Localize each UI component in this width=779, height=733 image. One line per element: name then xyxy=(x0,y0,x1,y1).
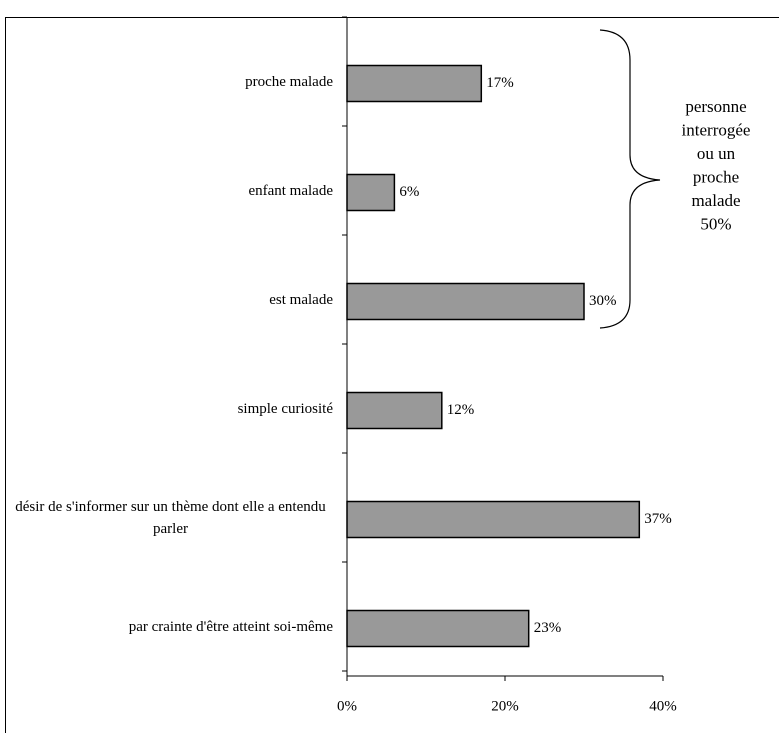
annotation-line: malade xyxy=(691,191,740,210)
category-label: enfant malade xyxy=(248,182,333,199)
annotation-line: 50% xyxy=(700,214,731,233)
bar xyxy=(346,500,641,539)
category-label: désir de s'informer sur un thème dont el… xyxy=(15,498,326,537)
category-label: par crainte d'être atteint soi-même xyxy=(128,618,333,635)
value-label: 37% xyxy=(644,511,672,527)
bar xyxy=(346,282,585,321)
bar xyxy=(346,609,530,648)
bar xyxy=(346,391,443,430)
value-label: 23% xyxy=(534,620,562,636)
x-tick-label: 0% xyxy=(337,698,357,714)
value-label: 12% xyxy=(447,402,475,418)
category-label: est malade xyxy=(269,291,333,308)
category-label: proche malade xyxy=(245,73,333,90)
annotation-line: proche xyxy=(693,167,739,186)
annotation-line: ou un xyxy=(697,144,736,163)
brace xyxy=(599,29,661,329)
category-label: simple curiosité xyxy=(237,400,333,417)
frame xyxy=(5,17,779,733)
value-label: 30% xyxy=(589,293,617,309)
x-tick-label: 20% xyxy=(491,698,519,714)
annotation-line: personne xyxy=(685,97,746,116)
annotation-line: interrogée xyxy=(682,120,751,139)
bar xyxy=(346,173,396,212)
value-label: 6% xyxy=(399,184,419,200)
value-label: 17% xyxy=(486,75,514,91)
x-tick-label: 40% xyxy=(649,698,677,714)
bar xyxy=(346,64,483,103)
